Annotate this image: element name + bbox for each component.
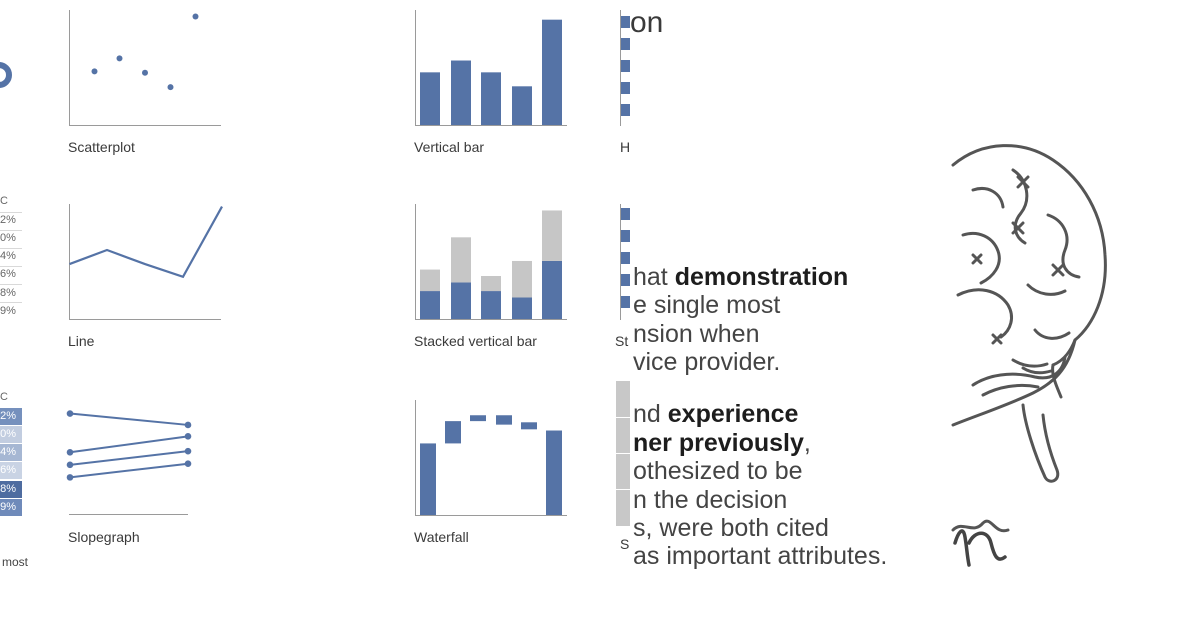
partial-label-mid: St bbox=[615, 333, 629, 349]
slope-point bbox=[66, 410, 74, 417]
partial-circle-icon bbox=[0, 60, 12, 90]
partial-label-bottom: S bbox=[620, 536, 630, 552]
stacked-vertical-bar-chart bbox=[415, 204, 567, 320]
stack-bar-bottom bbox=[542, 260, 562, 319]
table-cell: 6% bbox=[0, 268, 16, 280]
partial-stacked-bar-chart bbox=[620, 204, 630, 320]
bar bbox=[512, 86, 532, 125]
divider bbox=[0, 230, 22, 231]
partial-title-text: on bbox=[630, 6, 664, 39]
bar bbox=[542, 19, 562, 125]
divider bbox=[0, 284, 22, 285]
divider bbox=[0, 212, 22, 213]
left-footer-text: most bbox=[2, 555, 29, 569]
scatterplot-label: Scatterplot bbox=[68, 139, 135, 155]
slope-point bbox=[66, 461, 74, 469]
waterfall-bar bbox=[546, 430, 562, 515]
waterfall-bar bbox=[496, 415, 512, 425]
text-line: as important attributes. bbox=[633, 542, 888, 570]
table-cell: 4% bbox=[0, 250, 16, 262]
bar bbox=[481, 72, 501, 125]
partial-gray-table bbox=[616, 381, 630, 526]
stack-bar-bottom bbox=[481, 291, 501, 319]
scatter-point bbox=[116, 55, 123, 62]
table-cell: 2% bbox=[0, 214, 16, 226]
slopegraph-label: Slopegraph bbox=[68, 529, 140, 545]
table-cell: 9% bbox=[0, 305, 16, 317]
stack-bar-bottom bbox=[451, 282, 471, 319]
bar bbox=[451, 60, 471, 125]
scatter-point bbox=[142, 69, 148, 76]
waterfall-bar bbox=[445, 421, 461, 444]
text-line: s, were both cited bbox=[633, 514, 829, 542]
stack-bar-top bbox=[420, 269, 440, 292]
line-chart bbox=[69, 204, 223, 320]
text-line: othesized to be bbox=[633, 457, 803, 485]
slopegraph-chart bbox=[66, 410, 192, 515]
scatter-point bbox=[167, 84, 174, 91]
scatterplot-chart bbox=[69, 10, 221, 126]
waterfall-label: Waterfall bbox=[414, 529, 469, 545]
text-line: e single most bbox=[633, 291, 781, 319]
table-header: C bbox=[0, 195, 8, 207]
stacked-vertical-bar-label: Stacked vertical bar bbox=[414, 333, 537, 349]
text-line: vice provider. bbox=[633, 348, 781, 376]
table-header: C bbox=[0, 391, 8, 403]
stack-bar-top bbox=[451, 237, 471, 283]
waterfall-chart bbox=[415, 400, 567, 516]
text-line: hat demonstration bbox=[633, 263, 849, 291]
stack-bar-bottom bbox=[512, 297, 532, 319]
brain-sketch-illustration bbox=[951, 144, 1107, 567]
heat-cell: 6% bbox=[0, 462, 22, 479]
waterfall-bar bbox=[420, 443, 436, 515]
stack-bar-top bbox=[512, 260, 532, 298]
table-cell: 8% bbox=[0, 287, 16, 299]
table-cell: 0% bbox=[0, 232, 16, 244]
slope-line bbox=[69, 462, 189, 479]
slope-point bbox=[66, 474, 74, 481]
scatter-point bbox=[91, 68, 98, 75]
waterfall-bar bbox=[521, 422, 537, 430]
waterfall-bar bbox=[470, 415, 486, 422]
slope-line bbox=[69, 450, 189, 466]
slope-point bbox=[184, 460, 192, 467]
text-line: nsion when bbox=[633, 320, 760, 348]
line-series bbox=[69, 206, 223, 279]
heat-cell: 0% bbox=[0, 426, 22, 443]
heat-cell: 2% bbox=[0, 408, 22, 425]
bar bbox=[420, 72, 440, 125]
partial-horizontal-bar-chart bbox=[620, 10, 630, 126]
slope-point bbox=[66, 449, 74, 456]
slope-point bbox=[184, 421, 192, 429]
heat-cell: 8% bbox=[0, 481, 22, 498]
text-line: ner previously, bbox=[633, 429, 811, 457]
stack-bar-top bbox=[542, 210, 562, 261]
slope-line bbox=[69, 435, 189, 454]
divider bbox=[0, 266, 22, 267]
vertical-bar-label: Vertical bar bbox=[414, 139, 485, 155]
slope-line bbox=[69, 412, 189, 426]
slope-point bbox=[184, 447, 192, 455]
slope-point bbox=[184, 433, 192, 440]
divider bbox=[0, 302, 22, 303]
text-line: nd experience bbox=[633, 400, 799, 428]
partial-label-top: H bbox=[620, 139, 630, 155]
text-line: n the decision bbox=[633, 486, 788, 514]
heat-cell: 4% bbox=[0, 444, 22, 461]
vertical-bar-chart bbox=[415, 10, 567, 126]
scatter-point bbox=[192, 13, 199, 20]
heat-cell: 9% bbox=[0, 499, 22, 516]
stack-bar-top bbox=[481, 276, 501, 292]
stack-bar-bottom bbox=[420, 291, 440, 319]
divider bbox=[0, 248, 22, 249]
line-label: Line bbox=[68, 333, 95, 349]
